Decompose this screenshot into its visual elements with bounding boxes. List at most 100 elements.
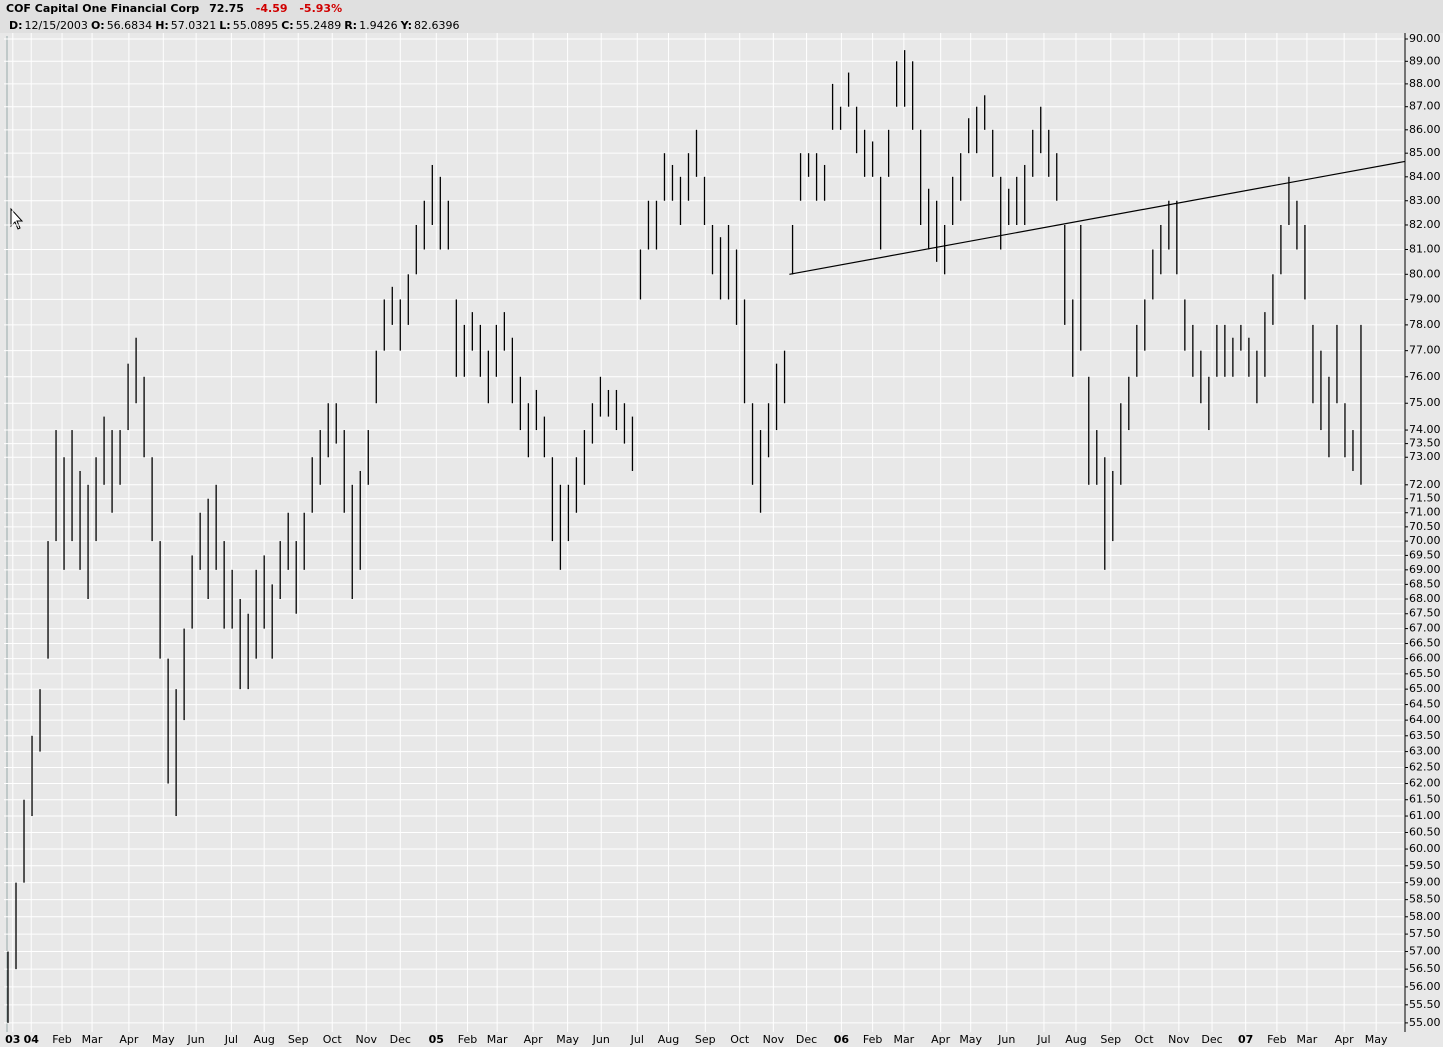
info-key: O: bbox=[90, 19, 105, 32]
y-tick-label: 77.00 bbox=[1409, 344, 1441, 357]
y-tick-label: 66.50 bbox=[1409, 637, 1441, 650]
x-tick-label: Apr bbox=[119, 1033, 139, 1046]
x-tick-label: Jul bbox=[224, 1033, 238, 1046]
x-tick-label: Nov bbox=[1168, 1033, 1190, 1046]
x-tick-label: 05 bbox=[429, 1033, 444, 1046]
x-tick-label: Oct bbox=[323, 1033, 343, 1046]
y-tick-label: 73.50 bbox=[1409, 437, 1441, 450]
y-tick-label: 70.50 bbox=[1409, 520, 1441, 533]
y-tick-label: 82.00 bbox=[1409, 218, 1441, 231]
x-tick-label: Jun bbox=[187, 1033, 205, 1046]
info-value: 12/15/2003 bbox=[24, 19, 88, 32]
y-tick-label: 75.00 bbox=[1409, 396, 1441, 409]
x-tick-label: May bbox=[556, 1033, 579, 1046]
info-line: D: 12/15/2003 O: 56.6834 H: 57.0321 L: 55.0895 C… bbox=[6, 19, 460, 32]
x-tick-label: Apr bbox=[931, 1033, 951, 1046]
y-tick-label: 78.00 bbox=[1409, 318, 1441, 331]
y-tick-label: 55.50 bbox=[1409, 998, 1441, 1011]
x-tick-label: Feb bbox=[1267, 1033, 1286, 1046]
x-tick-label: Jun bbox=[997, 1033, 1015, 1046]
x-tick-label: Dec bbox=[1201, 1033, 1222, 1046]
last-price: 72.75 bbox=[209, 2, 244, 15]
change-percent: -5.93% bbox=[299, 2, 343, 15]
y-tick-label: 81.00 bbox=[1409, 242, 1441, 255]
x-tick-label: Oct bbox=[730, 1033, 750, 1046]
y-tick-label: 64.00 bbox=[1409, 713, 1441, 726]
y-tick-label: 59.50 bbox=[1409, 859, 1441, 872]
y-tick-label: 88.00 bbox=[1409, 77, 1441, 90]
y-tick-label: 69.50 bbox=[1409, 548, 1441, 561]
info-key: H: bbox=[155, 19, 169, 32]
y-tick-label: 74.00 bbox=[1409, 423, 1441, 436]
y-tick-label: 89.00 bbox=[1409, 54, 1441, 67]
y-tick-label: 58.00 bbox=[1409, 910, 1441, 923]
y-tick-label: 57.00 bbox=[1409, 945, 1441, 958]
y-tick-label: 62.50 bbox=[1409, 761, 1441, 774]
x-tick-label: Mar bbox=[893, 1033, 914, 1046]
y-tick-label: 69.00 bbox=[1409, 563, 1441, 576]
x-tick-label: Feb bbox=[863, 1033, 882, 1046]
y-tick-label: 79.00 bbox=[1409, 292, 1441, 305]
x-tick-label: Aug bbox=[658, 1033, 679, 1046]
y-tick-label: 76.00 bbox=[1409, 370, 1441, 383]
info-key: D: bbox=[9, 19, 23, 32]
info-value: 55.0895 bbox=[232, 19, 279, 32]
y-tick-label: 73.00 bbox=[1409, 450, 1441, 463]
x-tick-label: Feb bbox=[458, 1033, 477, 1046]
x-tick-label: Sep bbox=[1100, 1033, 1121, 1046]
y-tick-label: 60.00 bbox=[1409, 842, 1441, 855]
info-value: 57.0321 bbox=[170, 19, 217, 32]
x-tick-label: Aug bbox=[253, 1033, 274, 1046]
x-tick-label: 06 bbox=[834, 1033, 850, 1046]
title-line: COF Capital One Financial Corp 72.75 -4.… bbox=[6, 2, 342, 15]
x-tick-label: Mar bbox=[82, 1033, 103, 1046]
info-value: 1.9426 bbox=[359, 19, 398, 32]
y-tick-label: 64.50 bbox=[1409, 698, 1441, 711]
y-tick-label: 72.00 bbox=[1409, 478, 1441, 491]
y-tick-label: 61.00 bbox=[1409, 809, 1441, 822]
y-tick-label: 65.50 bbox=[1409, 667, 1441, 680]
y-tick-label: 58.50 bbox=[1409, 893, 1441, 906]
change: -4.59 bbox=[255, 2, 288, 15]
y-tick-label: 60.50 bbox=[1409, 825, 1441, 838]
info-key: Y: bbox=[400, 19, 412, 32]
y-tick-label: 70.00 bbox=[1409, 534, 1441, 547]
plot-background bbox=[0, 33, 1405, 1033]
y-tick-label: 63.00 bbox=[1409, 745, 1441, 758]
info-value: 82.6396 bbox=[414, 19, 460, 32]
y-tick-label: 62.00 bbox=[1409, 777, 1441, 790]
x-tick-label: Sep bbox=[695, 1033, 716, 1046]
x-tick-label: Nov bbox=[763, 1033, 785, 1046]
x-tick-label: Jul bbox=[630, 1033, 644, 1046]
y-tick-label: 61.50 bbox=[1409, 793, 1441, 806]
x-tick-label: Mar bbox=[1297, 1033, 1318, 1046]
x-tick-label: Oct bbox=[1134, 1033, 1154, 1046]
x-tick-label: Dec bbox=[390, 1033, 411, 1046]
info-value: 56.6834 bbox=[106, 19, 153, 32]
x-tick-label: Sep bbox=[288, 1033, 309, 1046]
y-tick-label: 55.00 bbox=[1409, 1016, 1441, 1029]
y-tick-label: 90.00 bbox=[1409, 32, 1441, 45]
company-name: Capital One Financial Corp bbox=[34, 2, 200, 15]
y-tick-label: 85.00 bbox=[1409, 146, 1441, 159]
y-tick-label: 63.50 bbox=[1409, 729, 1441, 742]
y-tick-label: 67.50 bbox=[1409, 607, 1441, 620]
y-tick-label: 68.50 bbox=[1409, 577, 1441, 590]
x-tick-label: Mar bbox=[487, 1033, 508, 1046]
x-tick-label: Feb bbox=[52, 1033, 71, 1046]
y-tick-label: 87.00 bbox=[1409, 100, 1441, 113]
y-tick-label: 84.00 bbox=[1409, 170, 1441, 183]
info-key: L: bbox=[219, 19, 231, 32]
x-tick-label: Nov bbox=[356, 1033, 378, 1046]
y-tick-label: 65.00 bbox=[1409, 682, 1441, 695]
y-tick-label: 68.00 bbox=[1409, 592, 1441, 605]
x-tick-label: 07 bbox=[1238, 1033, 1253, 1046]
y-tick-label: 56.00 bbox=[1409, 980, 1441, 993]
info-key: R: bbox=[344, 19, 358, 32]
x-tick-label: 03 bbox=[5, 1033, 20, 1046]
x-tick-label: May bbox=[959, 1033, 982, 1046]
x-tick-label: Apr bbox=[524, 1033, 544, 1046]
header: COF Capital One Financial Corp 72.75 -4.… bbox=[0, 0, 1443, 33]
